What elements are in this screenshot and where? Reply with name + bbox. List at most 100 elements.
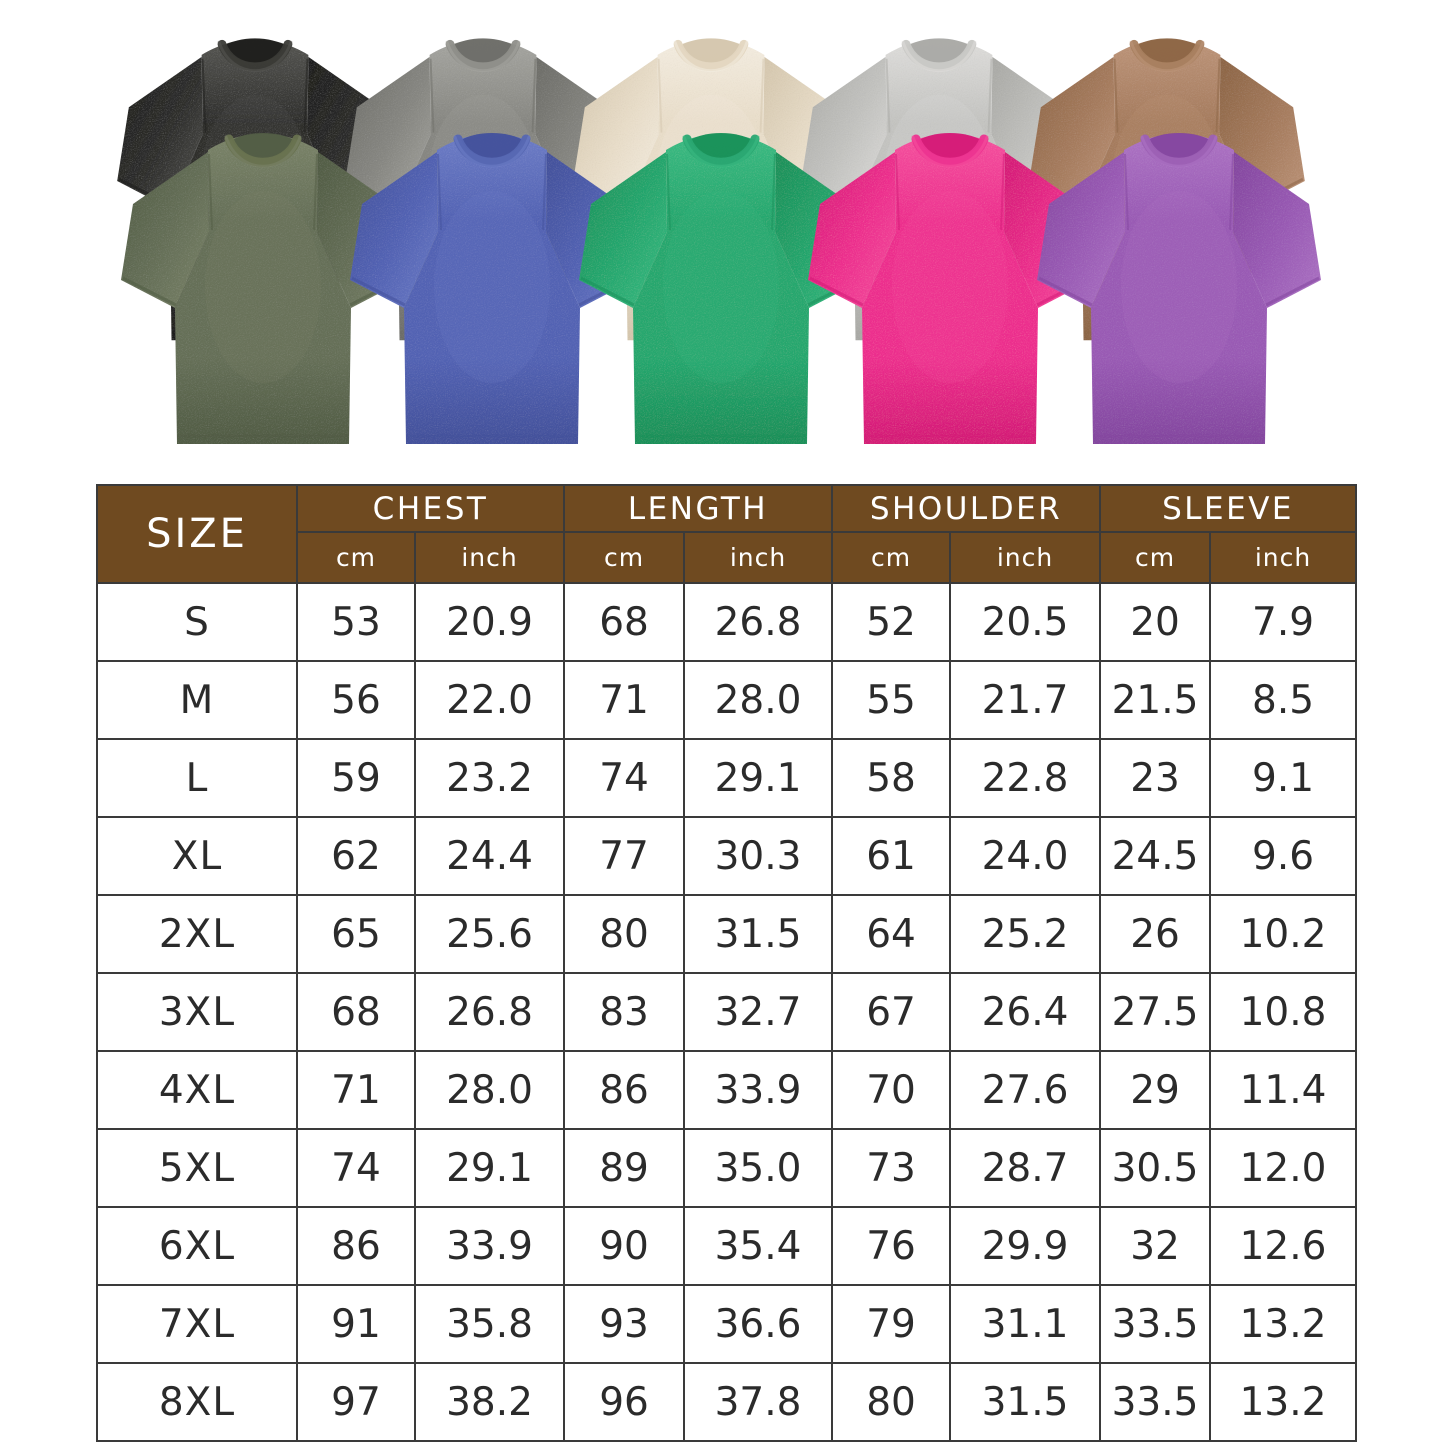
table-body: S 53 20.9 68 26.8 52 20.5 20 7.9 M 56 22.0 71 28.0 55 2… [96, 582, 1358, 1442]
cell-chest-cm: 91 [296, 1284, 416, 1364]
cell-shoulder-in: 25.2 [949, 894, 1102, 974]
cell-length-in: 37.8 [683, 1362, 834, 1442]
cell-shoulder-cm: 70 [831, 1050, 952, 1130]
cell-length-cm: 74 [563, 738, 686, 818]
cell-sleeve-in: 10.2 [1209, 894, 1358, 974]
cell-sleeve-cm: 24.5 [1099, 816, 1212, 896]
cell-sleeve-in: 8.5 [1209, 660, 1358, 740]
cell-sleeve-in: 11.4 [1209, 1050, 1358, 1130]
cell-length-in: 33.9 [683, 1050, 834, 1130]
cell-shoulder-cm: 73 [831, 1128, 952, 1208]
cell-size: S [96, 582, 298, 662]
cell-length-cm: 77 [563, 816, 686, 896]
cell-shoulder-in: 28.7 [949, 1128, 1102, 1208]
cell-size: 8XL [96, 1362, 298, 1442]
header-unit-shoulder-inch: inch [949, 531, 1102, 584]
table-header: SIZE CHEST LENGTH SHOULDER SLEEVE cm inc… [96, 484, 1358, 584]
table-row: S 53 20.9 68 26.8 52 20.5 20 7.9 [96, 582, 1358, 662]
cell-chest-in: 23.2 [413, 738, 566, 818]
cell-sleeve-cm: 30.5 [1099, 1128, 1212, 1208]
header-unit-chest-inch: inch [413, 531, 566, 584]
cell-size: M [96, 660, 298, 740]
cell-sleeve-cm: 33.5 [1099, 1284, 1212, 1364]
cell-shoulder-cm: 52 [831, 582, 952, 662]
cell-sleeve-cm: 20 [1099, 582, 1212, 662]
cell-shoulder-cm: 64 [831, 894, 952, 974]
cell-shoulder-cm: 80 [831, 1362, 952, 1442]
table-row: 3XL 68 26.8 83 32.7 67 26.4 27.5 10.8 [96, 972, 1358, 1052]
header-unit-chest-cm: cm [296, 531, 416, 584]
cell-chest-cm: 74 [296, 1128, 416, 1208]
header-unit-sleeve-inch: inch [1209, 531, 1358, 584]
cell-length-cm: 71 [563, 660, 686, 740]
cell-sleeve-in: 9.1 [1209, 738, 1358, 818]
table-row: 7XL 91 35.8 93 36.6 79 31.1 33.5 13.2 [96, 1284, 1358, 1364]
cell-sleeve-cm: 33.5 [1099, 1362, 1212, 1442]
cell-shoulder-in: 20.5 [949, 582, 1102, 662]
cell-chest-cm: 59 [296, 738, 416, 818]
cell-length-in: 29.1 [683, 738, 834, 818]
cell-shoulder-in: 21.7 [949, 660, 1102, 740]
cell-size: 4XL [96, 1050, 298, 1130]
cell-chest-in: 38.2 [413, 1362, 566, 1442]
cell-chest-in: 20.9 [413, 582, 566, 662]
cell-size: 7XL [96, 1284, 298, 1364]
cell-shoulder-cm: 58 [831, 738, 952, 818]
cell-shoulder-in: 31.5 [949, 1362, 1102, 1442]
header-group-shoulder: SHOULDER [831, 484, 1102, 533]
header-unit-row: cm inch cm inch cm inch cm inch [97, 531, 1358, 584]
cell-chest-in: 24.4 [413, 816, 566, 896]
cell-sleeve-cm: 32 [1099, 1206, 1212, 1286]
header-group-chest: CHEST [295, 484, 566, 533]
product-shirt-olive-green [108, 112, 418, 452]
cell-shoulder-cm: 55 [831, 660, 952, 740]
cell-size: XL [96, 816, 298, 896]
header-size: SIZE [96, 484, 298, 584]
table-row: 6XL 86 33.9 90 35.4 76 29.9 32 12.6 [96, 1206, 1358, 1286]
cell-sleeve-cm: 29 [1099, 1050, 1212, 1130]
cell-size: L [96, 738, 298, 818]
product-shirt-purple [1024, 112, 1334, 452]
cell-chest-cm: 62 [296, 816, 416, 896]
cell-chest-cm: 53 [296, 582, 416, 662]
cell-length-in: 31.5 [683, 894, 834, 974]
product-shirt-blue [337, 112, 647, 452]
product-shirt-pink [795, 112, 1105, 452]
cell-length-cm: 89 [563, 1128, 686, 1208]
cell-size: 6XL [96, 1206, 298, 1286]
table-row: 5XL 74 29.1 89 35.0 73 28.7 30.5 12.0 [96, 1128, 1358, 1208]
cell-shoulder-in: 27.6 [949, 1050, 1102, 1130]
cell-chest-in: 28.0 [413, 1050, 566, 1130]
cell-chest-in: 22.0 [413, 660, 566, 740]
cell-chest-cm: 97 [296, 1362, 416, 1442]
header-unit-length-inch: inch [683, 531, 834, 584]
size-chart: SIZE CHEST LENGTH SHOULDER SLEEVE cm inc… [96, 484, 1358, 1442]
cell-size: 2XL [96, 894, 298, 974]
cell-sleeve-in: 7.9 [1209, 582, 1358, 662]
product-shirt-green [566, 112, 876, 452]
cell-length-cm: 90 [563, 1206, 686, 1286]
cell-length-cm: 68 [563, 582, 686, 662]
cell-length-cm: 96 [563, 1362, 686, 1442]
cell-sleeve-in: 13.2 [1209, 1284, 1358, 1364]
cell-shoulder-in: 31.1 [949, 1284, 1102, 1364]
table-row: 8XL 97 38.2 96 37.8 80 31.5 33.5 13.2 [96, 1362, 1358, 1442]
table-row: L 59 23.2 74 29.1 58 22.8 23 9.1 [96, 738, 1358, 818]
cell-chest-cm: 56 [296, 660, 416, 740]
cell-length-cm: 80 [563, 894, 686, 974]
cell-sleeve-in: 12.0 [1209, 1128, 1358, 1208]
product-gallery [0, 0, 1445, 470]
cell-length-in: 32.7 [683, 972, 834, 1052]
cell-length-in: 28.0 [683, 660, 834, 740]
cell-chest-cm: 68 [296, 972, 416, 1052]
header-unit-length-cm: cm [563, 531, 686, 584]
cell-chest-cm: 86 [296, 1206, 416, 1286]
cell-sleeve-cm: 26 [1099, 894, 1212, 974]
cell-length-in: 30.3 [683, 816, 834, 896]
cell-length-in: 26.8 [683, 582, 834, 662]
cell-sleeve-in: 10.8 [1209, 972, 1358, 1052]
size-chart-table: SIZE CHEST LENGTH SHOULDER SLEEVE cm inc… [96, 484, 1358, 1442]
table-row: XL 62 24.4 77 30.3 61 24.0 24.5 9.6 [96, 816, 1358, 896]
header-group-row: SIZE CHEST LENGTH SHOULDER SLEEVE [96, 484, 1358, 584]
cell-shoulder-cm: 76 [831, 1206, 952, 1286]
